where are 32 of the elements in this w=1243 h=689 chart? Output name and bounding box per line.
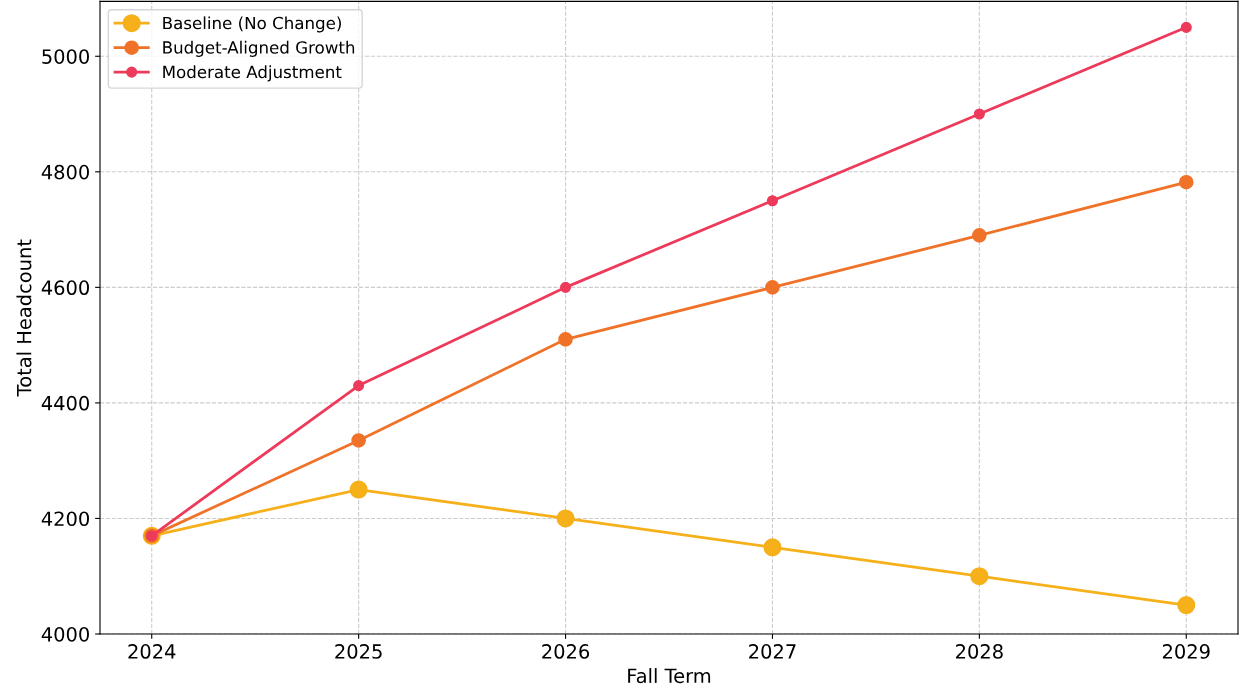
point (556, 509, 575, 528)
point (1178, 174, 1194, 190)
x-tick-label: 2027 (749, 644, 796, 659)
point (559, 281, 572, 293)
y-axis-title: Total Headcount (16, 239, 32, 397)
point (973, 108, 985, 120)
x-axis-title: Fall Term (628, 668, 711, 684)
legend-label: Budget-Aligned Growth (163, 40, 355, 57)
x-tick-label: 2029 (1162, 644, 1210, 659)
point (970, 567, 989, 586)
point (558, 332, 573, 347)
point (765, 280, 780, 295)
legend-label: Moderate Adjustment (163, 65, 342, 82)
point (972, 228, 987, 243)
x-tick-label: 2028 (956, 644, 1003, 659)
point (1177, 596, 1196, 615)
y-tick-label: 4600 (41, 280, 89, 296)
point (766, 195, 779, 207)
point (1180, 21, 1192, 33)
x-tick-label: 2026 (542, 644, 590, 659)
point (351, 433, 366, 448)
x-tick-label: 2024 (128, 644, 176, 659)
point (353, 380, 365, 392)
point (763, 538, 782, 557)
y-tick-label: 5000 (42, 49, 89, 64)
y-tick-label: 4000 (41, 626, 89, 642)
y-tick-label: 4400 (41, 395, 89, 411)
y-tick-label: 4800 (41, 164, 89, 180)
point (349, 480, 368, 499)
x-tick-label: 2025 (335, 644, 382, 659)
y-tick-label: 4200 (41, 511, 89, 527)
legend-label: Baseline (No Change) (163, 16, 341, 33)
